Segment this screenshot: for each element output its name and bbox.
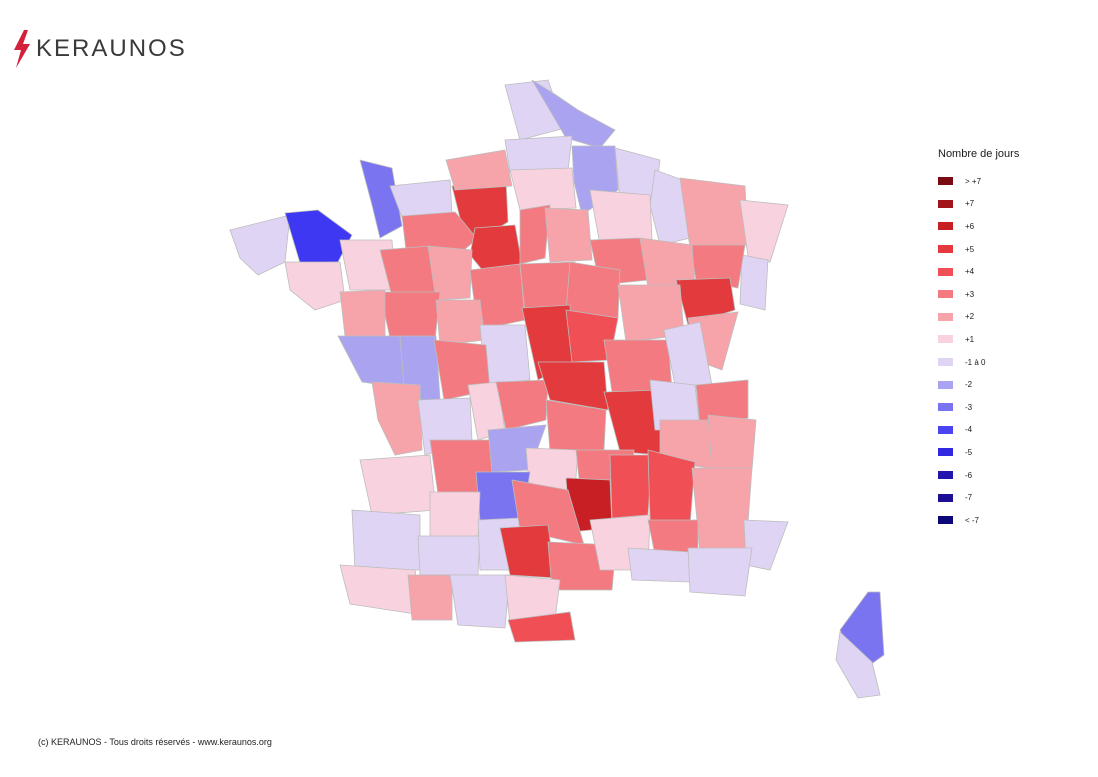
legend-item: -4 (938, 419, 1078, 442)
legend-swatch (938, 516, 953, 525)
department (687, 547, 753, 597)
legend-title: Nombre de jours (938, 148, 1020, 160)
legend-item: < -7 (938, 509, 1078, 532)
department (691, 467, 753, 553)
legend: Nombre de jours > +7 +7 +6 +5 +4 +3 +2 +1 -1 à 0… (938, 148, 1078, 532)
department (504, 135, 573, 173)
department (627, 547, 691, 583)
legend-swatch (938, 267, 953, 276)
department (509, 167, 577, 211)
legend-item: +7 (938, 193, 1078, 216)
legend-swatch (938, 312, 953, 321)
legend-label: +2 (965, 312, 975, 322)
department (407, 574, 453, 621)
department (229, 214, 291, 276)
legend-item: +4 (938, 260, 1078, 283)
legend-label: < -7 (965, 515, 980, 525)
department (359, 454, 437, 516)
legend-label: -6 (965, 470, 973, 480)
legend-label: +1 (965, 334, 975, 344)
department (284, 209, 353, 264)
department-corse-du-sud (835, 631, 881, 699)
department (429, 491, 481, 541)
department (359, 159, 403, 239)
department (544, 207, 593, 263)
department (695, 379, 749, 426)
department (339, 289, 386, 341)
department (537, 361, 609, 411)
legend-item: -3 (938, 396, 1078, 419)
department (679, 177, 749, 249)
legend-label: > +7 (965, 176, 982, 186)
department (284, 261, 346, 311)
department (427, 245, 473, 301)
department (647, 449, 696, 526)
legend-item: -2 (938, 373, 1078, 396)
legend-swatch (938, 471, 953, 480)
legend-item: > +7 (938, 170, 1078, 193)
department (743, 519, 789, 571)
legend-label: -3 (965, 402, 973, 412)
department (519, 204, 551, 265)
legend-swatch (938, 358, 953, 367)
department (565, 261, 621, 319)
legend-label: -5 (965, 447, 973, 457)
copyright-footer: (c) KERAUNOS - Tous droits réservés - ww… (38, 737, 272, 747)
department (707, 414, 757, 471)
legend-label: +5 (965, 244, 975, 254)
legend-item: +6 (938, 215, 1078, 238)
department (609, 454, 653, 519)
legend-item: -7 (938, 486, 1078, 509)
department (675, 277, 736, 326)
legend-label: -4 (965, 425, 973, 435)
legend-item: +3 (938, 283, 1078, 306)
department (739, 199, 789, 263)
legend-items: > +7 +7 +6 +5 +4 +3 +2 +1 -1 à 0 -2 -3 -4 -5 -6 -7 < -7 (938, 170, 1078, 532)
legend-item: +1 (938, 328, 1078, 351)
legend-swatch (938, 425, 953, 434)
department (435, 299, 486, 346)
department (589, 189, 653, 246)
legend-swatch (938, 448, 953, 457)
legend-item: -1 à 0 (938, 351, 1078, 374)
department (739, 254, 769, 311)
lightning-bolt-icon (14, 30, 30, 68)
legend-label: -1 à 0 (965, 357, 986, 367)
legend-swatch (938, 335, 953, 344)
department (445, 149, 513, 191)
legend-swatch (938, 199, 953, 208)
legend-item: +2 (938, 306, 1078, 329)
legend-label: -7 (965, 493, 973, 503)
brand-name: KERAUNOS (36, 35, 187, 62)
legend-label: +7 (965, 199, 975, 209)
legend-item: -6 (938, 464, 1078, 487)
legend-item: -5 (938, 441, 1078, 464)
legend-swatch (938, 222, 953, 231)
legend-label: -2 (965, 380, 973, 390)
legend-label: +6 (965, 221, 975, 231)
department (495, 379, 549, 431)
keraunos-logo: KERAUNOS (12, 30, 187, 68)
department (337, 335, 406, 389)
legend-label: +3 (965, 289, 975, 299)
legend-item: +5 (938, 238, 1078, 261)
department (449, 574, 511, 629)
department (371, 381, 423, 456)
legend-swatch (938, 403, 953, 412)
department (417, 535, 481, 576)
legend-swatch (938, 290, 953, 299)
department (507, 611, 576, 643)
department (379, 291, 441, 341)
legend-label: +4 (965, 267, 975, 277)
legend-swatch (938, 245, 953, 254)
legend-swatch (938, 380, 953, 389)
department (351, 509, 421, 571)
legend-swatch (938, 493, 953, 502)
legend-swatch (938, 177, 953, 186)
